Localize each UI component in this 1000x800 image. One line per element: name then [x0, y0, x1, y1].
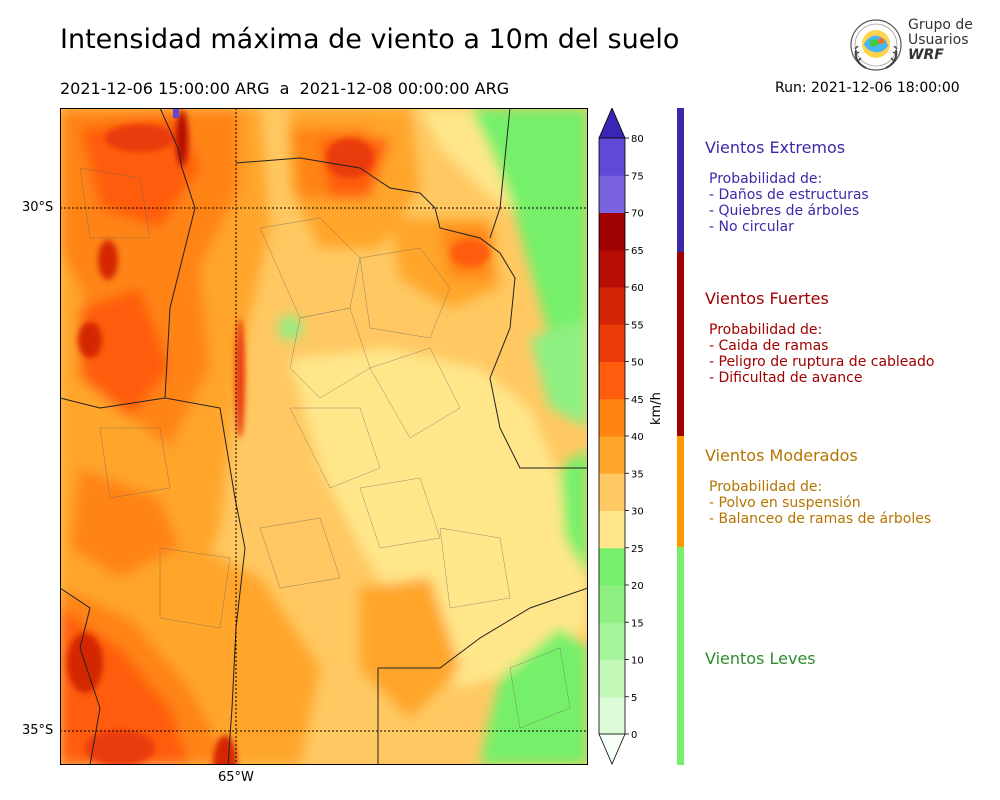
logo-line-3: WRF — [908, 47, 944, 63]
colorbar-extend-min — [598, 733, 626, 766]
category-strong-item: - Dificultad de avance — [709, 370, 863, 386]
lon-label-65w: 65°W — [218, 770, 254, 785]
colorbar-tick-label: 15 — [631, 618, 644, 629]
colorbar-tick-label: 5 — [631, 693, 637, 704]
colorbar-tick-label: 35 — [631, 469, 644, 480]
wind-speed-colorbar: 0 5 10 15 20 25 30 35 40 45 50 55 60 65 70 75 80 — [598, 108, 644, 766]
colorbar-band — [599, 510, 625, 549]
colorbar-band — [599, 361, 625, 400]
colorbar-tick-label: 80 — [631, 134, 644, 145]
category-extreme-intro: Probabilidad de: — [709, 171, 823, 187]
colorbar-tick-label: 50 — [631, 358, 644, 369]
category-extreme-item: - Daños de estructuras — [709, 187, 869, 203]
colorbar-unit: km/h — [649, 392, 664, 425]
department-boundaries — [79, 167, 571, 729]
category-moderate-item: - Balanceo de ramas de árboles — [709, 511, 932, 527]
logo-line-1: Grupo de — [908, 17, 973, 33]
colorbar-tick-label: 75 — [631, 171, 644, 182]
colorbar-tick-label: 55 — [631, 320, 644, 331]
globe-seal-icon — [850, 19, 902, 71]
category-extreme-item: - No circular — [709, 219, 794, 235]
colorbar-band — [599, 473, 625, 511]
lat-label-30s: 30°S — [22, 200, 54, 215]
colorbar-tick-label: 30 — [631, 507, 644, 518]
colorbar-tick-label: 25 — [631, 544, 644, 555]
colorbar-extend-max — [598, 108, 626, 139]
category-bar-strong — [677, 252, 684, 436]
colorbar-tick-label: 10 — [631, 656, 644, 667]
colorbar-band — [599, 324, 625, 362]
category-strong-item: - Caida de ramas — [709, 338, 829, 354]
category-strong-intro: Probabilidad de: — [709, 322, 823, 338]
category-moderate-title: Vientos Moderados — [705, 446, 858, 465]
category-light-title: Vientos Leves — [705, 649, 816, 668]
category-moderate-item: - Polvo en suspensión — [709, 495, 861, 511]
category-bar-moderate — [677, 436, 684, 547]
map-frame — [60, 108, 588, 765]
colorbar-band — [599, 249, 625, 288]
category-moderate: Vientos Moderados Probabilidad de: - Pol… — [705, 446, 985, 527]
colorbar-tick-label: 70 — [631, 209, 644, 220]
graticule — [60, 108, 588, 765]
category-bar-light — [677, 547, 684, 765]
category-extreme-title: Vientos Extremos — [705, 138, 846, 157]
colorbar-band — [599, 175, 625, 213]
colorbar-tick-label: 60 — [631, 283, 644, 294]
colorbar-band — [599, 287, 625, 325]
colorbar-band — [599, 138, 625, 176]
colorbar-band — [599, 622, 625, 660]
forecast-period: 2021-12-06 15:00:00 ARG a 2021-12-08 00:… — [60, 79, 510, 98]
colorbar-band — [599, 696, 625, 735]
lat-label-35s: 35°S — [22, 723, 54, 738]
grupo-usuarios-wrf-logo: Grupo de Usuarios WRF — [848, 16, 973, 74]
colorbar-band — [599, 436, 625, 474]
category-bar-extreme — [677, 108, 684, 252]
category-bar — [677, 108, 684, 765]
colorbar-band — [599, 398, 625, 437]
category-extreme: Vientos Extremos Probabilidad de: - Daño… — [705, 138, 985, 235]
colorbar-tick-label: 20 — [631, 581, 644, 592]
wind-intensity-map — [60, 108, 588, 765]
colorbar-band — [599, 212, 625, 251]
colorbar-band — [599, 659, 625, 698]
run-timestamp: Run: 2021-12-06 18:00:00 — [775, 80, 960, 96]
category-strong-item: - Peligro de ruptura de cableado — [709, 354, 935, 370]
political-boundaries — [60, 108, 588, 765]
colorbar-band — [599, 547, 625, 586]
extreme-wind-spot — [173, 108, 179, 118]
wind-maxima — [67, 110, 490, 765]
colorbar-tick-label: 65 — [631, 246, 644, 257]
category-light: Vientos Leves — [705, 649, 985, 668]
category-moderate-intro: Probabilidad de: — [709, 479, 823, 495]
colorbar-tick-label: 45 — [631, 395, 644, 406]
category-strong-title: Vientos Fuertes — [705, 289, 829, 308]
colorbar-tick-label: 0 — [631, 730, 637, 741]
colorbar-tick-label: 40 — [631, 432, 644, 443]
map-title: Intensidad máxima de viento a 10m del su… — [60, 24, 680, 55]
logo-line-2: Usuarios — [908, 32, 969, 48]
category-strong: Vientos Fuertes Probabilidad de: - Caida… — [705, 289, 985, 386]
colorbar-band — [599, 585, 625, 623]
category-extreme-item: - Quiebres de árboles — [709, 203, 860, 219]
